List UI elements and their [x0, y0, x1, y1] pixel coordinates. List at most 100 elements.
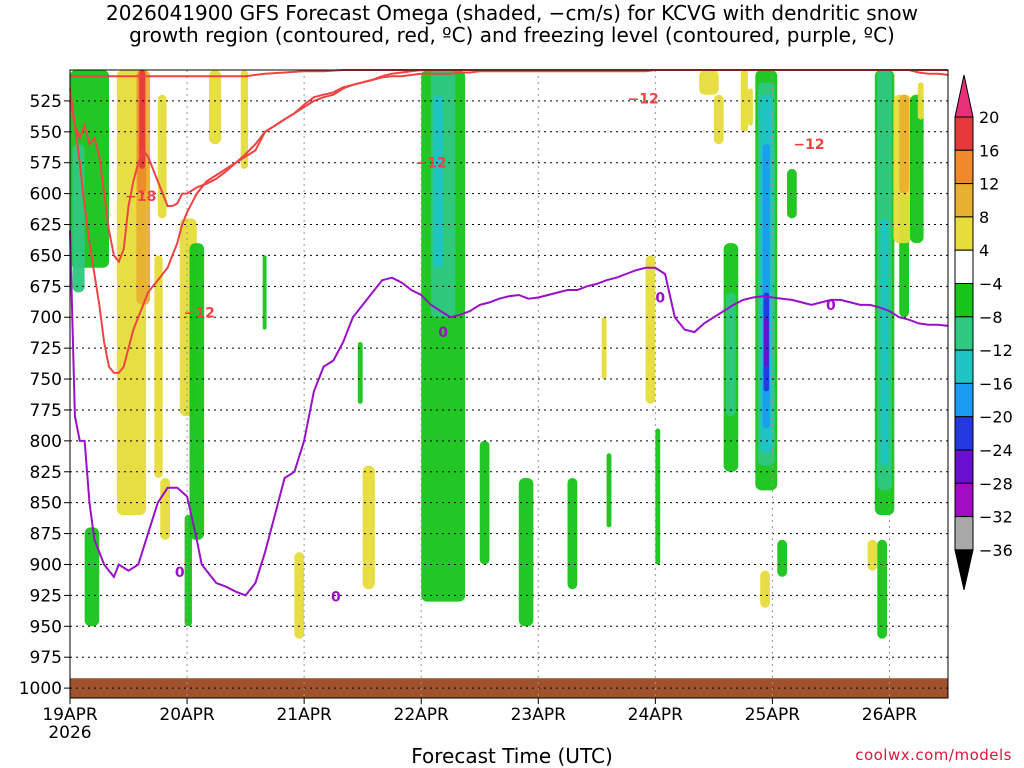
colorbar-swatch-12 — [954, 482, 974, 518]
x-tick-sublabel-0: 2026 — [48, 723, 91, 743]
y-tick-label-550: 550 — [30, 123, 62, 143]
contour-label-3: −12 — [628, 91, 659, 107]
x-tick-label-3: 22APR — [394, 705, 450, 725]
omega-cell-14 — [184, 515, 192, 627]
contour-label-5: 0 — [438, 325, 448, 341]
omega-cell-52 — [867, 539, 878, 571]
colorbar-label-2: 12 — [979, 175, 999, 194]
chart-title: 2026041900 GFS Forecast Omega (shaded, −… — [0, 2, 1024, 46]
x-tick-label-2: 21APR — [276, 705, 332, 725]
y-tick-label-950: 950 — [30, 617, 62, 637]
omega-cell-49 — [899, 94, 909, 194]
contour-label-2: −12 — [415, 156, 446, 172]
colorbar-swatch-8 — [954, 349, 974, 384]
omega-cell-26 — [645, 255, 656, 404]
omega-cell-8 — [240, 70, 249, 169]
omega-cell-7 — [209, 70, 222, 145]
colorbar-label-10: −24 — [979, 441, 1013, 460]
x-tick-label-0: 19APR — [42, 705, 98, 725]
omega-cell-42 — [777, 539, 788, 577]
omega-cell-39 — [764, 317, 769, 367]
colorbar-swatch-5 — [954, 249, 974, 284]
omega-cell-30 — [713, 94, 724, 145]
y-tick-label-825: 825 — [30, 463, 62, 483]
colorbar-label-6: −8 — [979, 308, 1003, 327]
colorbar-swatch-3 — [954, 183, 974, 218]
contour-label-6: 0 — [175, 565, 185, 581]
y-tick-label-650: 650 — [30, 246, 62, 266]
colorbar: 20 16 12 8 4 −4 −8 −12 −16 −20 −24 −28 −32 −36 — [954, 74, 1013, 591]
y-tick-label-850: 850 — [30, 494, 62, 514]
y-tick-label-525: 525 — [30, 92, 62, 112]
y-tick-label-600: 600 — [30, 185, 62, 205]
omega-cell-51 — [917, 82, 924, 120]
colorbar-swatch-6 — [954, 283, 974, 318]
chart-title-line-2: growth region (contoured, red, ºC) and f… — [129, 23, 895, 47]
y-tick-label-1000: 1000 — [19, 679, 62, 699]
colorbar-bottom-arrow — [954, 549, 974, 591]
y-tick-label-725: 725 — [30, 339, 62, 359]
plot-frame — [69, 69, 949, 699]
freezing-level-contour — [69, 230, 949, 597]
omega-cell-41 — [760, 570, 770, 608]
omega-cell-53 — [877, 539, 888, 639]
omega-cell-24 — [567, 477, 578, 590]
x-tick-label-7: 26APR — [862, 705, 918, 725]
omega-cell-5 — [154, 255, 163, 478]
x-tick-label-4: 23APR — [511, 705, 567, 725]
omega-cell-23 — [518, 477, 534, 627]
y-tick-label-875: 875 — [30, 525, 62, 545]
omega-cell-18 — [357, 341, 363, 404]
y-axis: 525 550 575 600 625 650 675 700 725 750 775 800 825 8… — [19, 92, 70, 699]
colorbar-swatch-10 — [954, 416, 974, 451]
colorbar-swatch-9 — [954, 382, 974, 418]
colorbar-swatch-4 — [954, 216, 974, 251]
omega-cell-40 — [748, 88, 753, 126]
y-tick-label-900: 900 — [30, 555, 62, 575]
omega-cell-21 — [433, 94, 444, 268]
omega-cell-15 — [262, 255, 267, 330]
credit-text: coolwx.com/models — [855, 746, 1012, 764]
omega-cell-12 — [84, 527, 100, 627]
colorbar-label-12: −32 — [979, 508, 1013, 527]
omega-shading-layer — [70, 70, 924, 639]
grid-layer — [70, 70, 948, 698]
omega-cell-33 — [740, 70, 749, 132]
colorbar-label-11: −28 — [979, 474, 1013, 493]
omega-cell-32 — [726, 292, 736, 417]
colorbar-label-13: −36 — [979, 541, 1013, 560]
colorbar-swatch-11 — [954, 449, 974, 484]
contour-label-7: 0 — [331, 590, 341, 606]
x-tick-label-1: 20APR — [159, 705, 215, 725]
y-tick-label-675: 675 — [30, 277, 62, 297]
x-tick-label-6: 25APR — [745, 705, 801, 725]
y-tick-label-625: 625 — [30, 216, 62, 236]
contour-label-0: −18 — [125, 189, 156, 205]
y-tick-label-750: 750 — [30, 370, 62, 390]
colorbar-label-5: −4 — [979, 275, 1003, 294]
y-tick-label-700: 700 — [30, 308, 62, 328]
omega-cell-3 — [139, 70, 146, 169]
colorbar-top-arrow — [954, 74, 974, 118]
colorbar-swatch-13 — [954, 516, 974, 551]
y-tick-label-975: 975 — [30, 648, 62, 668]
y-tick-label-775: 775 — [30, 401, 62, 421]
y-tick-label-925: 925 — [30, 586, 62, 606]
colorbar-swatch-2 — [954, 149, 974, 185]
omega-cell-46 — [880, 218, 889, 466]
contour-label-9: 0 — [826, 298, 836, 314]
omega-cell-13 — [189, 243, 205, 540]
contour-labels-layer: −18 −12 −12 −12 −12 0 0 0 0 0 — [125, 91, 836, 605]
chart-title-line-1: 2026041900 GFS Forecast Omega (shaded, −… — [105, 1, 918, 25]
colorbar-label-8: −16 — [979, 374, 1013, 393]
colorbar-swatch-7 — [954, 316, 974, 351]
omega-cell-11 — [72, 144, 85, 293]
colorbar-label-1: 16 — [979, 141, 999, 160]
colorbar-label-9: −20 — [979, 408, 1013, 427]
contour-label-4: −12 — [793, 137, 824, 153]
contour-red-1 — [69, 69, 948, 264]
colorbar-label-3: 8 — [979, 208, 989, 227]
x-tick-label-5: 24APR — [628, 705, 684, 725]
